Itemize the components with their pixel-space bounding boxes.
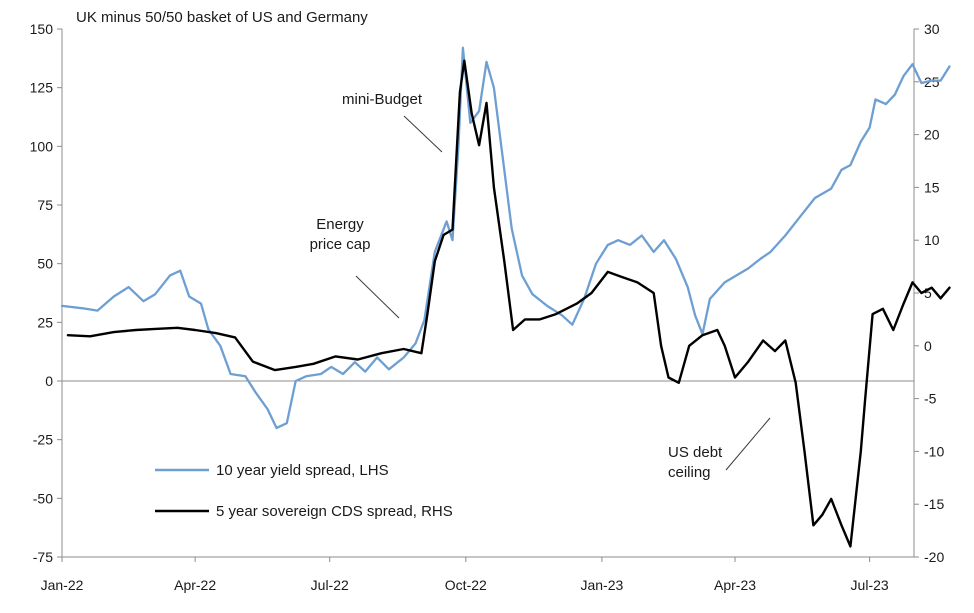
right-tick-label: -15: [924, 496, 944, 512]
right-tick-label: 25: [924, 74, 940, 90]
annotations-group: mini-Budget Energy price cap US debt ceiling: [310, 91, 771, 481]
left-tick-label: -75: [33, 549, 53, 565]
right-tick-label: 10: [924, 232, 940, 248]
right-tick-label: 30: [924, 21, 940, 37]
right-tick-label: -5: [924, 391, 937, 407]
annotation-label: Energy: [316, 216, 364, 233]
right-tick-label: -20: [924, 549, 944, 565]
left-tick-label: 25: [37, 314, 53, 330]
left-tick-label: 150: [30, 21, 54, 37]
right-tick-label: 20: [924, 127, 940, 143]
series-line-5y-cds-spread: [66, 59, 951, 548]
annotation-leader-line: [403, 115, 443, 153]
annotation-label: price cap: [310, 236, 371, 253]
series-group: [60, 46, 951, 548]
left-tick-label: 0: [45, 373, 53, 389]
left-tick-label: 100: [30, 138, 54, 154]
right-axis-ticks: 30 25 20 15 10 5 0 -5 -10 -15 -20: [914, 21, 944, 565]
right-tick-label: 0: [924, 338, 932, 354]
right-tick-label: 15: [924, 179, 940, 195]
x-tick-label: Apr-22: [174, 577, 216, 593]
annotation-label: US debt: [668, 444, 723, 461]
chart-title: UK minus 50/50 basket of US and Germany: [76, 9, 368, 26]
x-tick-label: Jul-22: [311, 577, 349, 593]
annotation-label: mini-Budget: [342, 91, 423, 108]
annotation-label: ceiling: [668, 464, 711, 481]
left-tick-label: -25: [33, 432, 53, 448]
right-tick-label: 5: [924, 285, 932, 301]
left-tick-label: 75: [37, 197, 53, 213]
left-tick-label: 125: [30, 80, 54, 96]
x-tick-label: Jan-22: [41, 577, 84, 593]
annotation-leader-line: [725, 417, 771, 471]
annotation-leader-line: [355, 275, 400, 319]
legend: 10 year yield spread, LHS 5 year sovereig…: [155, 462, 453, 520]
left-tick-label: -50: [33, 490, 53, 506]
legend-label: 5 year sovereign CDS spread, RHS: [216, 503, 453, 520]
x-tick-label: Oct-22: [445, 577, 487, 593]
left-axis-ticks: 150 125 100 75 50 25 0 -25 -50 -75: [30, 21, 62, 565]
x-tick-label: Jul-23: [851, 577, 889, 593]
x-axis-ticks: Jan-22 Apr-22 Jul-22 Oct-22 Jan-23 Apr-23 Jul-…: [41, 557, 889, 593]
x-tick-label: Apr-23: [714, 577, 756, 593]
right-tick-label: -10: [924, 443, 944, 459]
series-line-10y-yield-spread: [60, 46, 951, 430]
x-tick-label: Jan-23: [580, 577, 623, 593]
left-tick-label: 50: [37, 256, 53, 272]
legend-label: 10 year yield spread, LHS: [216, 462, 389, 479]
